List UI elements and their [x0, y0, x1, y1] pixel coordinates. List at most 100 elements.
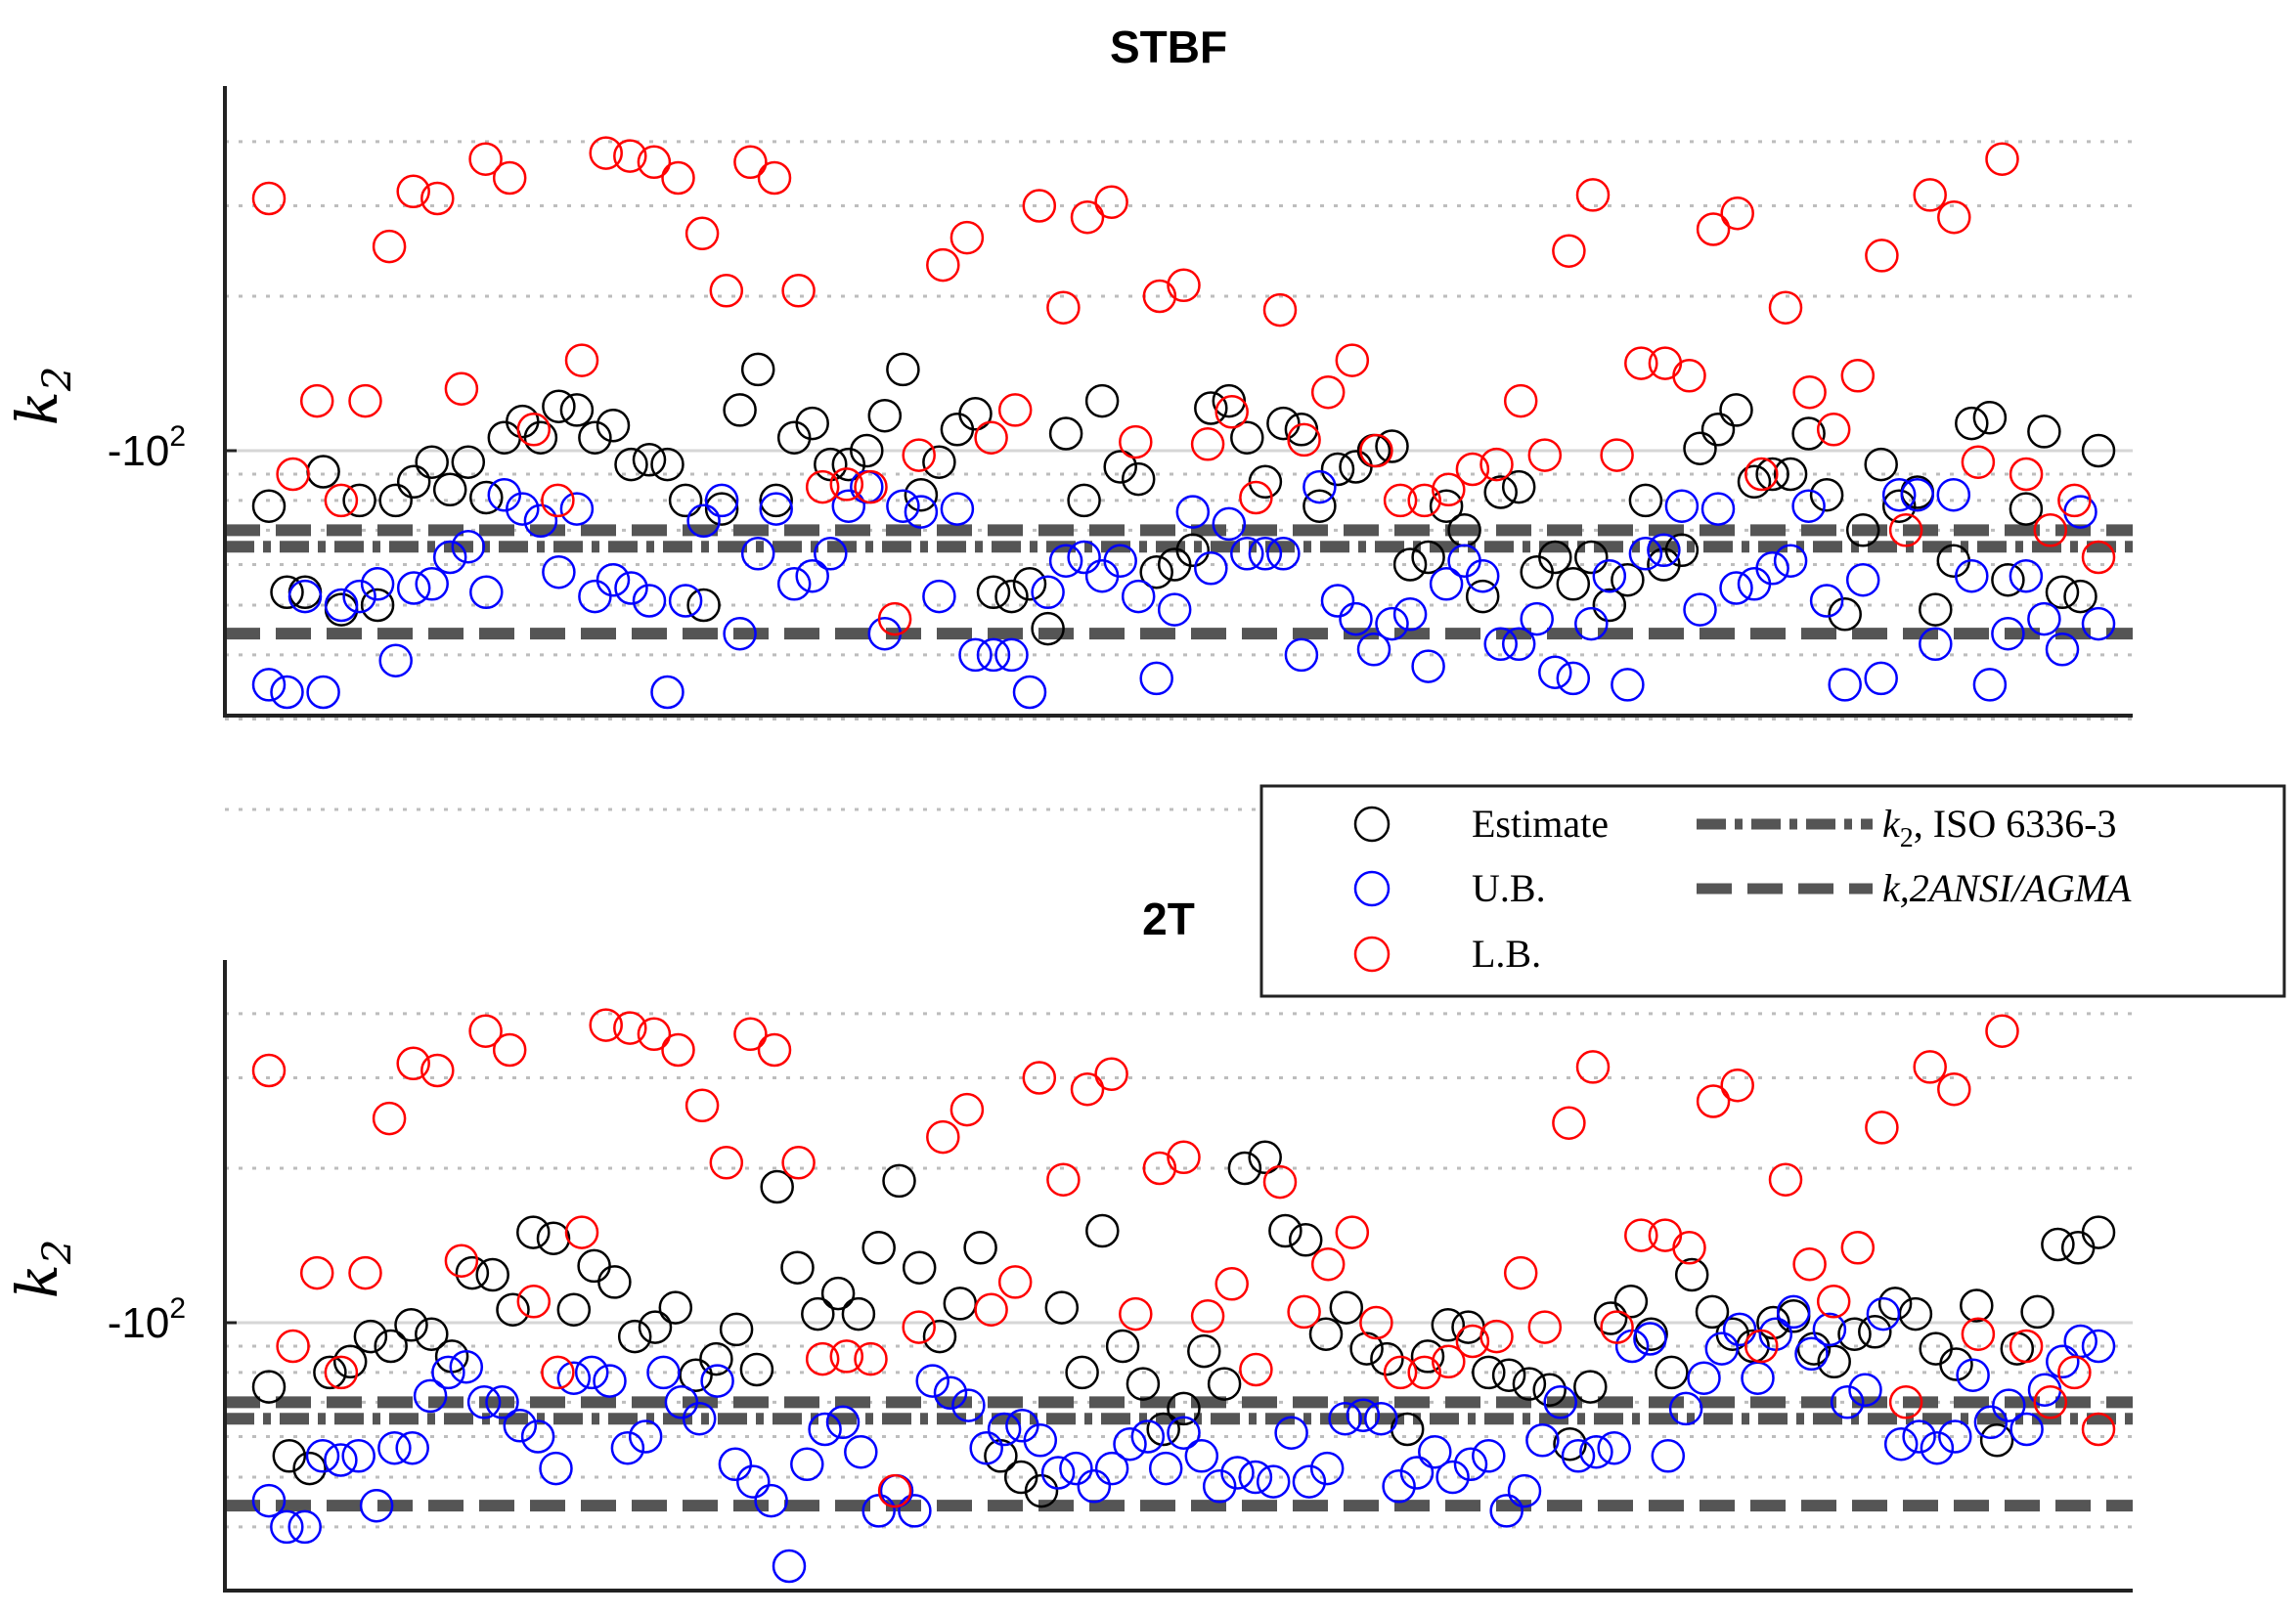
point-u-b	[1094, 1451, 1129, 1486]
point-l-b	[1624, 1218, 1658, 1252]
point-l-b	[1913, 1050, 1947, 1084]
point-estimate	[596, 408, 631, 443]
point-estimate	[1737, 464, 1772, 500]
point-estimate	[1410, 1339, 1445, 1374]
point-u-b	[904, 495, 939, 529]
point-estimate	[1837, 1317, 1872, 1351]
point-u-b	[831, 489, 866, 523]
point-u-b	[1776, 1294, 1811, 1330]
point-l-b	[541, 483, 575, 518]
point-u-b	[2063, 1324, 2097, 1359]
point-estimate	[1044, 1290, 1080, 1325]
point-u-b	[395, 1430, 429, 1465]
point-estimate	[1858, 1315, 1892, 1349]
point-l-b	[1744, 1329, 1779, 1364]
point-u-b	[632, 584, 667, 618]
point-u-b	[1067, 540, 1101, 575]
point-estimate	[415, 1317, 449, 1351]
point-l-b	[1527, 1310, 1563, 1344]
point-estimate	[632, 443, 667, 477]
point-u-b	[1103, 544, 1137, 578]
point-u-b	[1633, 1322, 1667, 1356]
point-l-b	[372, 1101, 407, 1136]
point-u-b	[1936, 477, 1971, 512]
point-l-b	[372, 229, 407, 264]
point-l-b	[1287, 1294, 1321, 1330]
point-u-b	[2046, 1344, 2080, 1379]
point-estimate	[1960, 1288, 1994, 1323]
point-l-b	[1383, 483, 1418, 518]
point-u-b	[940, 492, 975, 526]
subplot-stbf: STBF -102 k2	[4, 22, 2133, 811]
point-l-b	[1792, 1246, 1827, 1282]
point-l-b	[1070, 199, 1105, 235]
point-u-b	[1220, 1456, 1255, 1490]
point-estimate	[1972, 400, 2008, 435]
point-u-b	[2063, 495, 2097, 529]
point-estimate	[1431, 1308, 1466, 1342]
point-u-b	[1284, 637, 1319, 673]
point-estimate	[699, 1341, 733, 1376]
point-u-b	[305, 1439, 340, 1473]
point-u-b	[287, 1509, 322, 1545]
point-l-b	[1552, 1106, 1586, 1140]
point-u-b	[1883, 1426, 1919, 1462]
point-estimate	[1556, 567, 1591, 601]
svg-text:-102: -102	[108, 420, 186, 475]
data-points	[251, 136, 2116, 710]
point-u-b	[1755, 551, 1789, 586]
grid-lines	[225, 1012, 2133, 1593]
point-u-b	[1230, 537, 1264, 571]
point-l-b	[1840, 1231, 1876, 1265]
point-estimate	[2041, 1227, 2075, 1262]
point-estimate	[394, 1308, 428, 1342]
y-tick-label: -102	[108, 1292, 186, 1347]
point-u-b	[1483, 627, 1518, 662]
point-estimate	[1375, 429, 1409, 463]
point-estimate	[1429, 489, 1464, 523]
point-l-b	[1455, 452, 1490, 487]
point-estimate	[1227, 1151, 1262, 1186]
point-estimate	[332, 1344, 368, 1379]
point-l-b	[324, 1355, 359, 1390]
point-u-b	[886, 489, 920, 523]
point-u-b	[2027, 601, 2061, 636]
point-estimate	[2027, 415, 2061, 449]
point-estimate	[1491, 1358, 1526, 1392]
point-l-b	[949, 1092, 985, 1127]
point-u-b	[359, 1488, 394, 1523]
point-u-b	[682, 1401, 717, 1436]
point-estimate	[867, 398, 903, 433]
point-l-b	[564, 343, 599, 377]
chart-title: 2T	[1142, 894, 1195, 944]
point-estimate	[1809, 477, 1844, 512]
point-estimate	[1248, 1140, 1282, 1175]
point-l-b	[1816, 1285, 1851, 1319]
point-estimate	[496, 1292, 530, 1327]
point-u-b	[825, 1405, 861, 1440]
point-u-b	[1356, 633, 1391, 667]
point-u-b	[718, 1447, 753, 1482]
point-estimate	[1103, 450, 1137, 484]
point-u-b	[2009, 558, 2044, 593]
point-estimate	[1955, 406, 1989, 441]
point-l-b	[1672, 359, 1706, 393]
subplot-2t: 2T -102 k2	[4, 894, 2133, 1593]
point-l-b	[926, 247, 960, 283]
point-u-b	[1328, 1401, 1362, 1436]
point-l-b	[613, 1011, 647, 1045]
point-l-b	[1624, 346, 1658, 380]
point-l-b	[781, 1146, 816, 1180]
point-l-b	[1937, 1071, 1971, 1107]
point-estimate	[1574, 540, 1609, 575]
point-u-b	[2009, 1412, 2044, 1447]
point-u-b	[1973, 1405, 2009, 1440]
point-estimate	[2045, 575, 2080, 610]
point-u-b	[933, 1375, 968, 1411]
point-l-b	[564, 1215, 599, 1249]
svg-text:k2: k2	[4, 1240, 80, 1299]
point-estimate	[861, 1231, 896, 1265]
point-l-b	[1335, 1215, 1370, 1249]
point-u-b	[523, 503, 558, 539]
point-u-b	[1525, 1423, 1560, 1458]
